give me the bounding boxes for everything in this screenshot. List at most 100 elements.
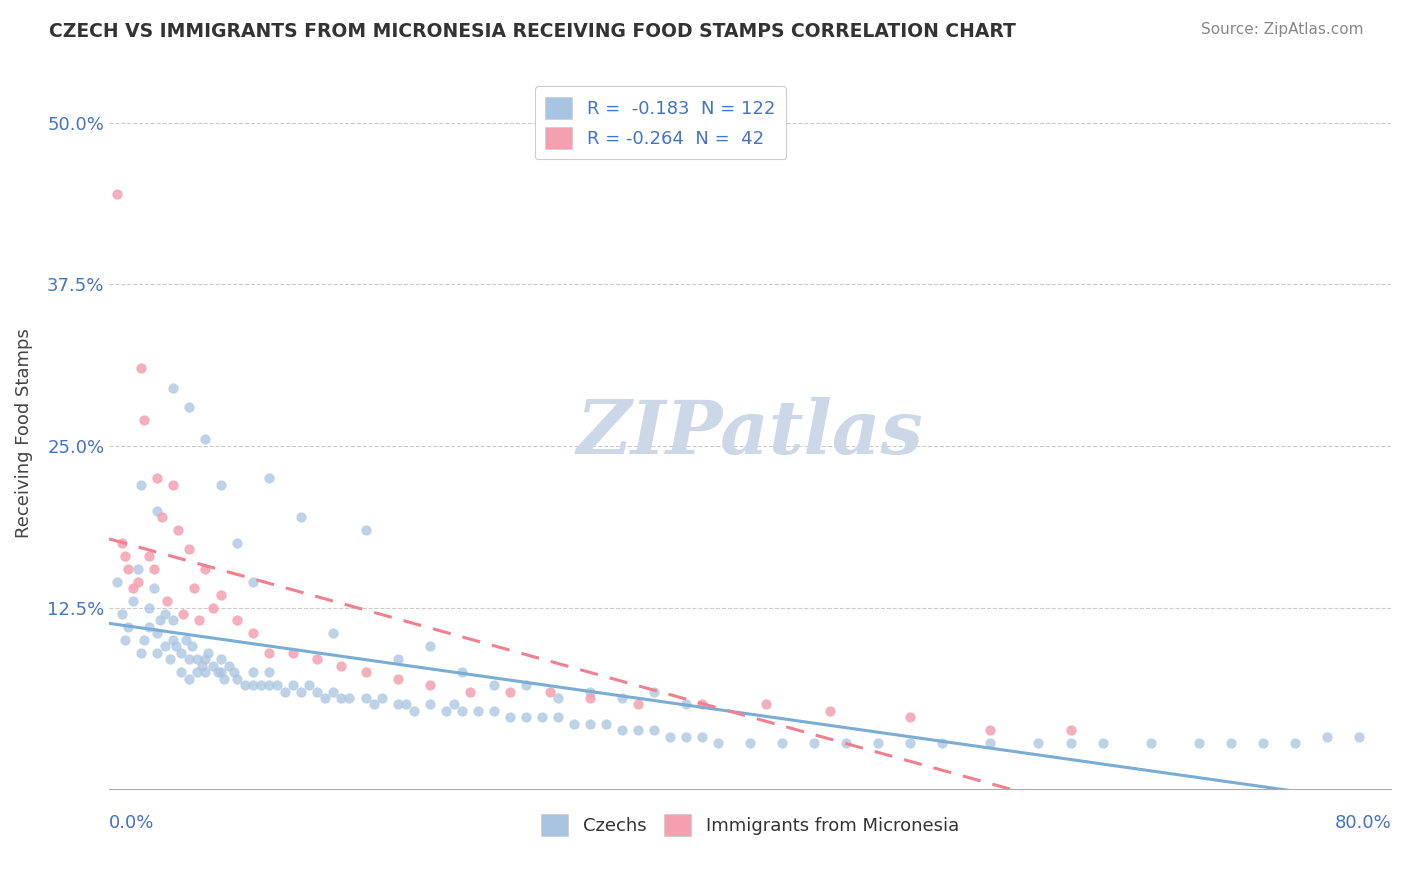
Point [868,736,890,750]
Point [1316,730,1339,744]
Point [218,658,240,673]
Text: CZECH VS IMMIGRANTS FROM MICRONESIA RECEIVING FOOD STAMPS CORRELATION CHART: CZECH VS IMMIGRANTS FROM MICRONESIA RECE… [49,22,1017,41]
Point [138,620,160,634]
Point [707,736,730,750]
Point [111,607,134,621]
Point [595,717,617,731]
Point [579,717,602,731]
Point [105,574,128,589]
Point [354,691,377,706]
Point [755,698,778,712]
Point [818,704,841,718]
Point [266,678,288,692]
Point [129,646,152,660]
Text: 80.0%: 80.0% [1334,814,1391,832]
Point [170,665,193,680]
Point [690,698,713,712]
Point [467,704,489,718]
Point [1188,736,1211,750]
Point [209,665,232,680]
Point [458,684,481,698]
Point [226,672,249,686]
Point [149,614,172,628]
Point [482,678,505,692]
Point [643,684,665,698]
Point [183,581,205,595]
Point [283,678,305,692]
Point [434,704,457,718]
Point [259,471,281,485]
Point [162,614,184,628]
Point [354,523,377,537]
Point [207,665,229,680]
Point [803,736,825,750]
Point [226,536,249,550]
Point [314,691,336,706]
Point [111,536,134,550]
Point [179,672,201,686]
Point [547,691,569,706]
Point [114,549,136,563]
Point [931,736,953,750]
Point [643,723,665,738]
Point [538,684,561,698]
Point [627,698,650,712]
Point [146,471,169,485]
Point [209,477,232,491]
Point [322,684,344,698]
Point [450,665,472,680]
Point [419,640,441,654]
Point [1348,730,1371,744]
Point [770,736,793,750]
Legend: Czechs, Immigrants from Micronesia: Czechs, Immigrants from Micronesia [534,807,966,844]
Point [242,626,264,640]
Point [1059,736,1081,750]
Point [186,652,208,666]
Point [122,594,145,608]
Point [194,652,217,666]
Point [114,632,136,647]
Point [202,600,225,615]
Point [174,632,197,647]
Point [387,698,409,712]
Point [179,542,201,557]
Point [290,684,312,698]
Point [162,632,184,647]
Point [250,678,273,692]
Point [194,433,217,447]
Point [214,672,236,686]
Point [394,698,416,712]
Point [835,736,858,750]
Point [1059,723,1081,738]
Point [1139,736,1161,750]
Point [159,652,181,666]
Point [562,717,585,731]
Point [242,678,264,692]
Point [1219,736,1241,750]
Point [224,665,246,680]
Point [146,503,169,517]
Point [1251,736,1274,750]
Point [226,614,249,628]
Point [209,652,232,666]
Point [610,723,633,738]
Point [186,665,208,680]
Point [187,614,209,628]
Point [138,549,160,563]
Point [1284,736,1306,750]
Text: ZIPatlas: ZIPatlas [576,397,924,469]
Point [150,510,173,524]
Point [162,381,184,395]
Point [146,626,169,640]
Point [690,730,713,744]
Point [387,652,409,666]
Point [515,678,537,692]
Point [259,665,281,680]
Point [122,581,145,595]
Point [167,523,190,537]
Point [290,510,312,524]
Point [363,698,385,712]
Point [370,691,392,706]
Point [197,646,219,660]
Point [627,723,650,738]
